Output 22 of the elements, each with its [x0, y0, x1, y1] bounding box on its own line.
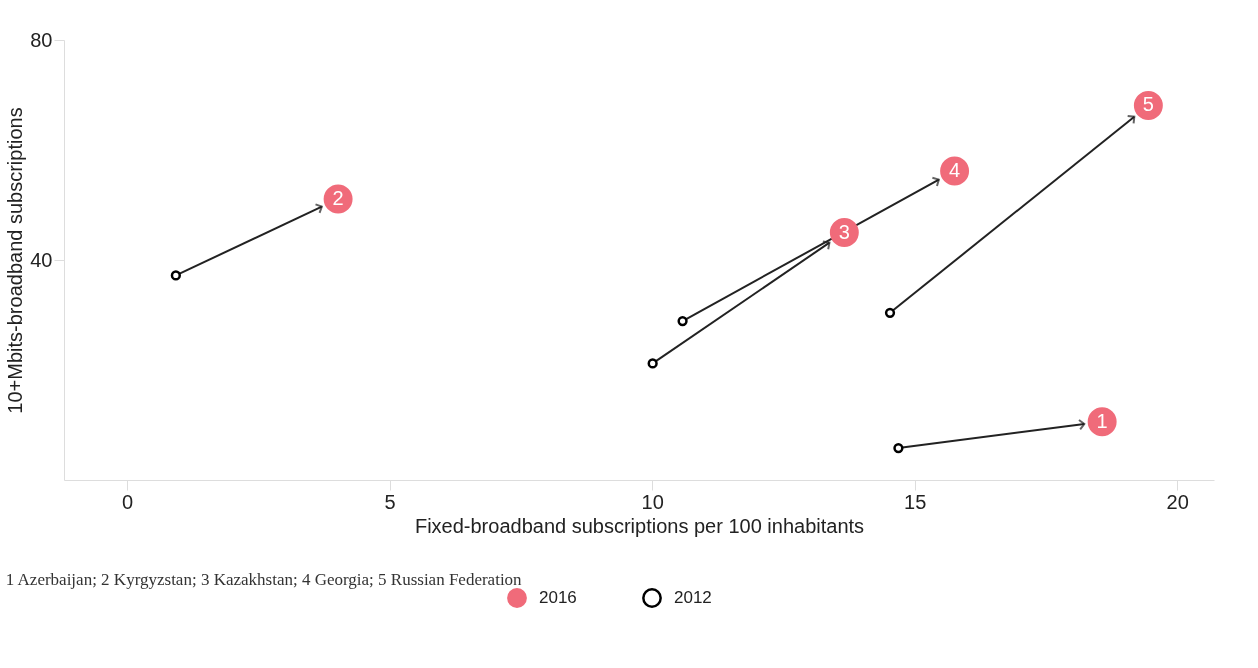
annotation: 5 [1142, 93, 1154, 116]
legend-label: 2012 [674, 588, 712, 607]
legend-label: 2016 [539, 588, 577, 607]
point [893, 442, 904, 454]
x-axis-title: Fixed-broadband subscriptions per 100 inhabitants [414, 514, 865, 537]
y-tick-label: 40 [30, 248, 53, 271]
y-tick-label: 80 [30, 28, 53, 51]
point [170, 270, 181, 281]
x-tick-label: 10 [641, 490, 664, 513]
text: 1 Azerbaijan; 2 Kyrgyzstan; 3 Kazakhstan; 4 Georgia; 5 Russian Federation [5, 569, 523, 589]
x-tick-label: 15 [904, 490, 927, 513]
annotation: 1 [1096, 409, 1108, 432]
y-axis-title: 10+Mbits-broadband subscriptions [4, 107, 27, 414]
point [677, 315, 688, 327]
x-tick-label: 0 [121, 490, 134, 513]
point [884, 307, 896, 318]
x-tick-label: 5 [384, 490, 396, 513]
point [647, 358, 658, 369]
x-tick-label: 20 [1166, 490, 1189, 513]
annotation: 3 [838, 220, 850, 243]
annotation: 2 [332, 186, 344, 209]
annotation: 4 [949, 158, 961, 181]
